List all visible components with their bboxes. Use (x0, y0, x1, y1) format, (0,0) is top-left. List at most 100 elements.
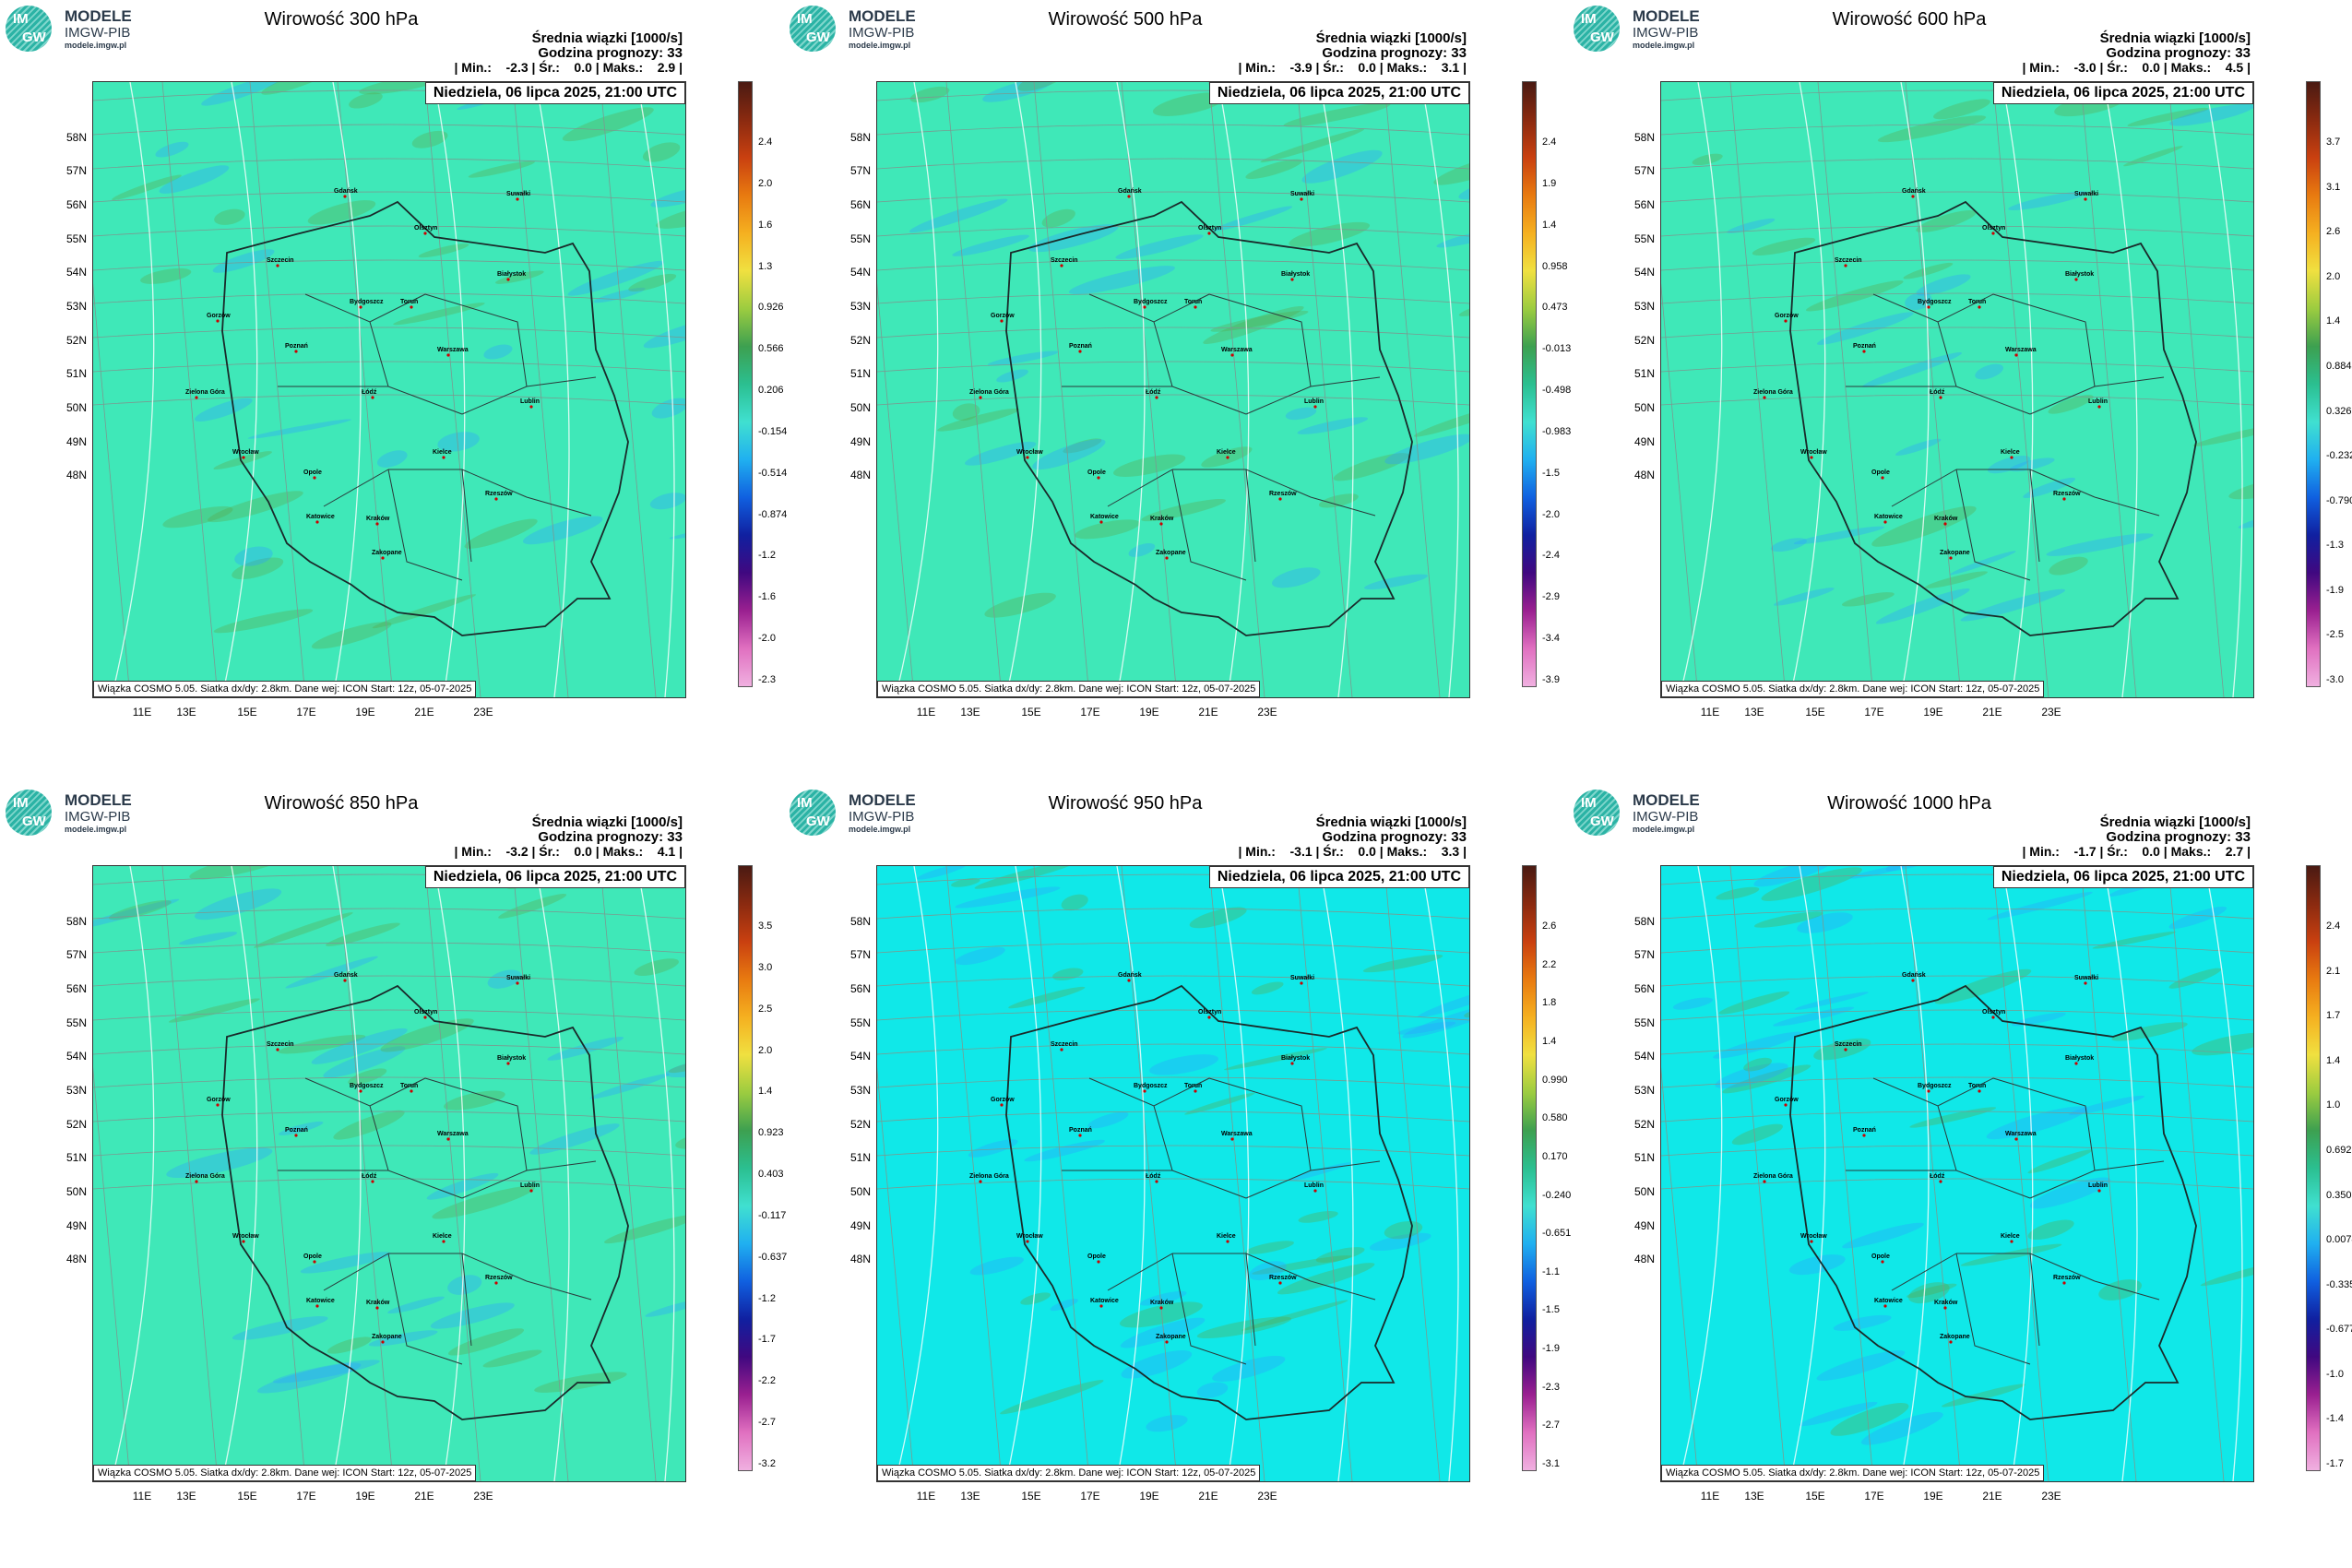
longitude-line (1729, 82, 1787, 697)
city-marker (1230, 353, 1234, 357)
city-label: Suwałki (506, 191, 530, 197)
vorticity-patch (589, 1073, 670, 1099)
stats-line: | Min.: -1.7 | Śr.: 0.0 | Maks.: 2.7 | (2022, 844, 2251, 859)
colorbar-tick-label: 2.0 (758, 177, 773, 189)
voivodeship-border (1310, 1280, 1376, 1301)
vorticity-patch (1212, 1355, 1286, 1382)
voivodeship-border (526, 496, 592, 517)
city-label: Poznań (285, 343, 308, 350)
city-label: Poznań (1069, 343, 1092, 350)
city-label: Gdańsk (1902, 188, 1926, 195)
latitude-line (1661, 124, 2253, 136)
latitude-line (1661, 1043, 2253, 1055)
longitude-line (424, 82, 481, 697)
longitude-tick-label: 21E (1982, 706, 2002, 719)
logo-line3: modele.imgw.pl (65, 41, 127, 50)
colorbar-tick-label: -1.5 (1542, 1304, 1560, 1316)
longitude-tick-label: 13E (1744, 706, 1764, 719)
colorbar-tick-label: 0.580 (1542, 1112, 1568, 1124)
vorticity-patch (1816, 1350, 1906, 1381)
city-label: Lublin (520, 1182, 540, 1189)
city-marker (1060, 1048, 1063, 1051)
latitude-line (1661, 975, 2253, 987)
latitude-tick-label: 48N (849, 1253, 871, 1265)
colorbar-tick-label: 2.1 (2326, 965, 2341, 977)
city-label: Bydgoszcz (1134, 299, 1168, 305)
city-marker (381, 556, 385, 560)
city-marker (1155, 1180, 1158, 1183)
colorbar-tick-label: -1.2 (758, 550, 776, 562)
vorticity-patch (1020, 1292, 1051, 1305)
colorbar-tick-label: -0.013 (1542, 343, 1572, 355)
city-label: Kraków (1934, 516, 1958, 522)
city-marker (343, 195, 347, 198)
vorticity-patch (669, 522, 685, 540)
vorticity-patch (327, 1336, 372, 1354)
city-marker (1226, 456, 1229, 459)
vorticity-patch (1907, 1283, 1957, 1299)
colorbar-tick-label: 1.4 (758, 1086, 773, 1098)
longitude-tick-label: 15E (1805, 1490, 1825, 1503)
logo-line1: MODELE (65, 791, 132, 809)
city-marker (1165, 556, 1169, 560)
latitude-line (1661, 908, 2253, 920)
vorticity-patch (643, 316, 685, 349)
voivodeship-border (1107, 1253, 1173, 1291)
city-label: Łódź (1146, 389, 1161, 396)
voivodeship-border (461, 469, 472, 563)
city-label: Opole (303, 1253, 322, 1260)
valid-date-box: Niedziela, 06 lipca 2025, 21:00 UTC (1208, 866, 1469, 888)
city-marker (2084, 981, 2087, 985)
city-marker (1784, 319, 1788, 323)
city-label: Suwałki (1290, 975, 1314, 981)
vorticity-patch (1277, 1263, 1375, 1295)
vorticity-patch (1115, 234, 1204, 259)
vorticity-patch (1934, 968, 2032, 1004)
latitude-tick-label: 58N (1633, 915, 1655, 928)
vorticity-patch (261, 82, 337, 95)
voivodeship-border (1208, 1077, 1312, 1171)
city-marker (979, 396, 982, 399)
vorticity-patch (2168, 906, 2227, 929)
vorticity-patch (1841, 592, 1895, 607)
city-marker (446, 353, 450, 357)
longitude-tick-label: 11E (1700, 1490, 1720, 1503)
vorticity-patch (272, 1360, 380, 1384)
city-label: Kielce (1217, 449, 1236, 456)
city-label: Bydgoszcz (1918, 1083, 1952, 1089)
longitude-line (249, 82, 306, 697)
latitude-line (1661, 191, 2253, 203)
vorticity-patch (1008, 986, 1086, 1009)
isoline (434, 866, 466, 1481)
colorbar-tick-label: 0.170 (1542, 1150, 1568, 1162)
city-label: Toruń (1968, 299, 1986, 305)
colorbar (2306, 81, 2321, 687)
vorticity-patch (1731, 1123, 1783, 1146)
longitude-tick-label: 11E (916, 706, 936, 719)
colorbar-tick-label: 0.473 (1542, 302, 1568, 314)
vorticity-patch (1942, 1384, 2026, 1408)
latitude-tick-label: 57N (849, 948, 871, 961)
city-label: Zielona Góra (185, 389, 225, 396)
poland-border (1789, 200, 2197, 636)
city-marker (1862, 1134, 1866, 1137)
latitude-line (877, 124, 1469, 136)
colorbar-tick-label: -2.0 (1542, 508, 1560, 520)
panel-title: Wirowość 300 hPa (264, 9, 419, 30)
city-marker (1127, 195, 1131, 198)
imgw-logo: IM GW MODELE IMGW-PIB modele.imgw.pl (6, 6, 139, 52)
longitude-line (1121, 866, 1178, 1481)
city-marker (1159, 522, 1163, 526)
poland-border (1005, 200, 1413, 636)
colorbar-tick-label: 0.990 (1542, 1074, 1568, 1086)
vorticity-patch (1433, 150, 1469, 185)
city-marker (359, 305, 362, 309)
city-marker (375, 522, 379, 526)
city-label: Gdańsk (1902, 972, 1926, 979)
latitude-line (877, 975, 1469, 987)
vorticity-patch (1121, 1350, 1193, 1379)
city-marker (2062, 497, 2066, 501)
vorticity-patch (2228, 471, 2253, 500)
latitude-tick-label: 57N (65, 948, 87, 961)
city-label: Gorzów (207, 313, 231, 319)
